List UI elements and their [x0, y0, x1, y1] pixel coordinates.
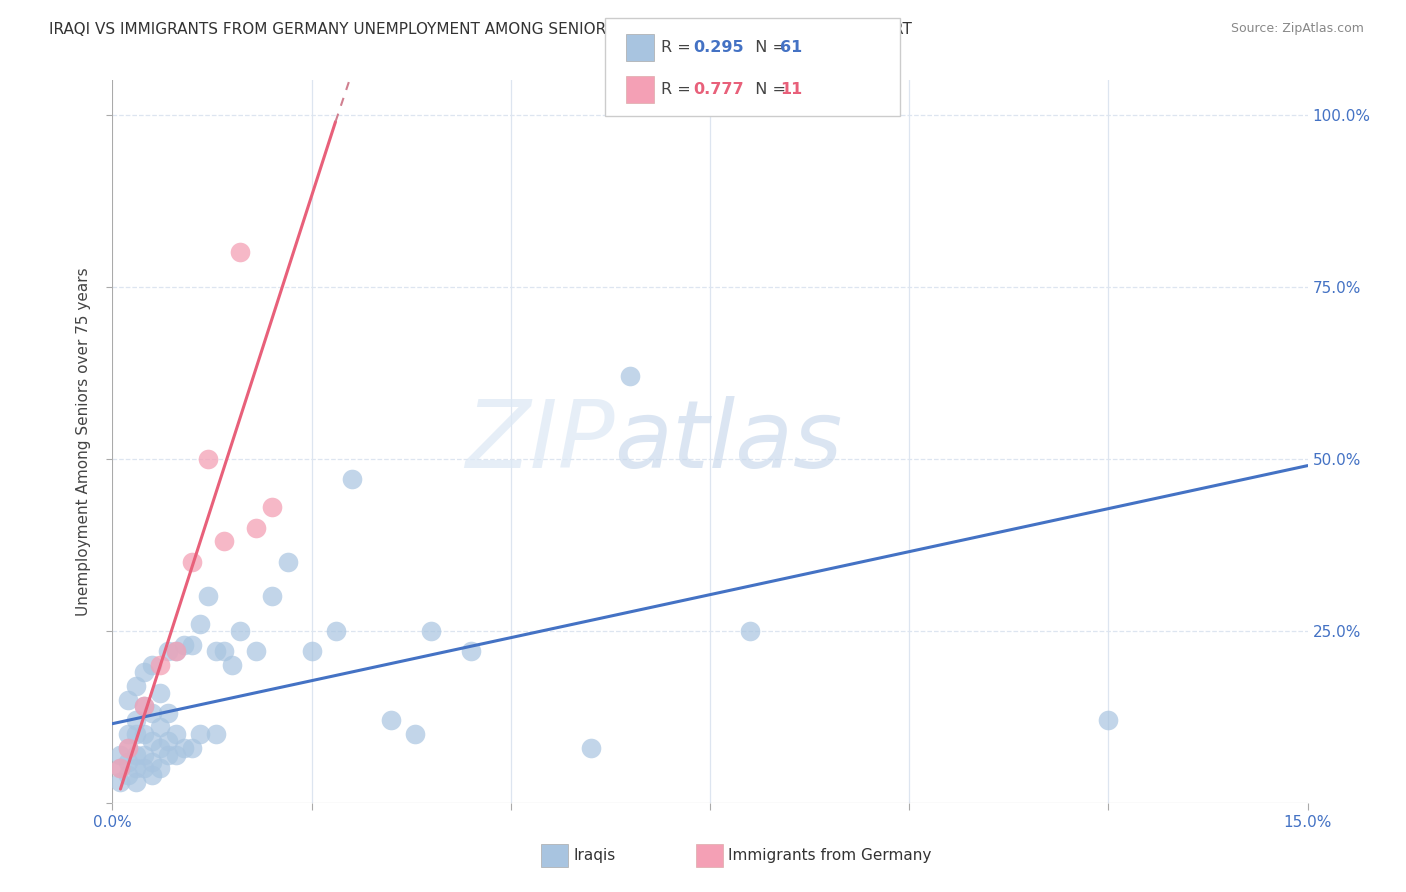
Point — [117, 727, 139, 741]
Point — [380, 713, 402, 727]
Text: IRAQI VS IMMIGRANTS FROM GERMANY UNEMPLOYMENT AMONG SENIORS OVER 75 YEARS CORREL: IRAQI VS IMMIGRANTS FROM GERMANY UNEMPLO… — [49, 22, 912, 37]
Point — [165, 644, 187, 658]
Text: N =: N = — [745, 40, 792, 54]
Point — [125, 747, 148, 762]
Text: N =: N = — [745, 82, 792, 96]
Point — [157, 734, 180, 748]
Point — [197, 590, 219, 604]
Point — [125, 727, 148, 741]
Point — [165, 747, 187, 762]
Point — [181, 740, 204, 755]
Text: ZIP: ZIP — [465, 396, 614, 487]
Point — [181, 638, 204, 652]
Text: 0.295: 0.295 — [693, 40, 744, 54]
Point — [149, 686, 172, 700]
Point — [149, 761, 172, 775]
Point — [134, 699, 156, 714]
Point — [117, 692, 139, 706]
Point — [110, 761, 132, 775]
Point — [125, 775, 148, 789]
Point — [205, 644, 228, 658]
Point — [260, 590, 283, 604]
Point — [110, 747, 132, 762]
Point — [404, 727, 426, 741]
Point — [212, 534, 235, 549]
Point — [173, 740, 195, 755]
Point — [149, 740, 172, 755]
Point — [134, 727, 156, 741]
Point — [420, 624, 443, 638]
Point — [325, 624, 347, 638]
Point — [165, 644, 187, 658]
Point — [579, 740, 602, 755]
Point — [245, 644, 267, 658]
Point — [117, 740, 139, 755]
Text: 0.777: 0.777 — [693, 82, 744, 96]
Point — [110, 761, 132, 775]
Point — [245, 520, 267, 534]
Point — [229, 624, 252, 638]
Point — [619, 369, 641, 384]
Point — [134, 747, 156, 762]
Point — [340, 472, 363, 486]
Point — [188, 727, 211, 741]
Y-axis label: Unemployment Among Seniors over 75 years: Unemployment Among Seniors over 75 years — [76, 268, 91, 615]
Point — [141, 658, 163, 673]
Text: Iraqis: Iraqis — [574, 848, 616, 863]
Point — [157, 747, 180, 762]
Text: R =: R = — [661, 40, 696, 54]
Point — [149, 720, 172, 734]
Point — [125, 761, 148, 775]
Point — [149, 658, 172, 673]
Text: 61: 61 — [780, 40, 803, 54]
Text: atlas: atlas — [614, 396, 842, 487]
Point — [157, 706, 180, 721]
Point — [197, 451, 219, 466]
Point — [117, 768, 139, 782]
Text: Immigrants from Germany: Immigrants from Germany — [728, 848, 932, 863]
Point — [141, 734, 163, 748]
Point — [301, 644, 323, 658]
Point — [221, 658, 243, 673]
Point — [277, 555, 299, 569]
Text: R =: R = — [661, 82, 696, 96]
Point — [141, 768, 163, 782]
Point — [212, 644, 235, 658]
Point — [157, 644, 180, 658]
Point — [134, 665, 156, 679]
Point — [141, 755, 163, 769]
Point — [125, 679, 148, 693]
Text: Source: ZipAtlas.com: Source: ZipAtlas.com — [1230, 22, 1364, 36]
Point — [260, 500, 283, 514]
Point — [738, 624, 761, 638]
Point — [134, 699, 156, 714]
Point — [117, 740, 139, 755]
Point — [110, 775, 132, 789]
Point — [141, 706, 163, 721]
Point — [188, 616, 211, 631]
Point — [165, 727, 187, 741]
Point — [460, 644, 482, 658]
Point — [117, 755, 139, 769]
Point — [229, 245, 252, 260]
Point — [125, 713, 148, 727]
Point — [181, 555, 204, 569]
Point — [173, 638, 195, 652]
Point — [134, 761, 156, 775]
Text: 11: 11 — [780, 82, 803, 96]
Point — [205, 727, 228, 741]
Point — [1097, 713, 1119, 727]
